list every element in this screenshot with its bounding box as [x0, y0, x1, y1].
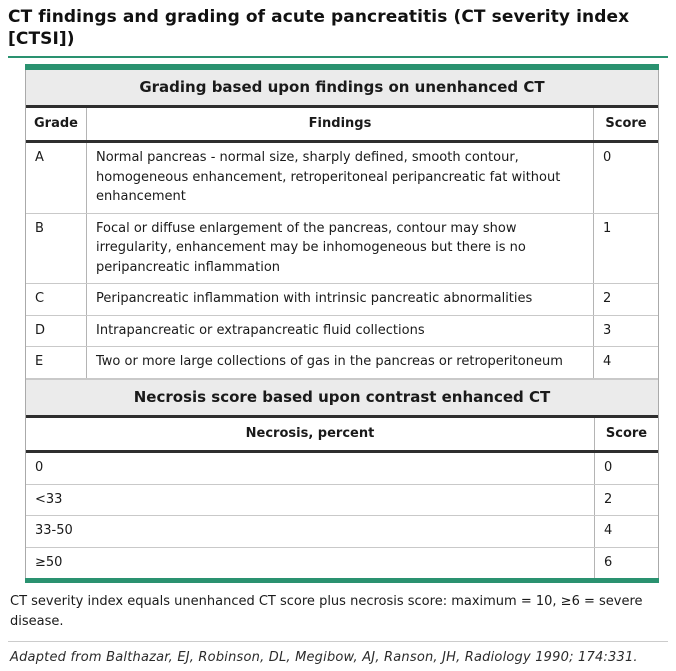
- necrosis-percent-cell: <33: [35, 491, 63, 507]
- grading-column-header-row: Grade Findings Score: [26, 107, 658, 144]
- grading-section-header: Grading based upon findings on unenhance…: [26, 69, 658, 108]
- findings-cell: Normal pancreas - normal size, sharply d…: [86, 143, 594, 213]
- attribution-text: Adapted from Balthazar, EJ, Robinson, DL…: [10, 650, 638, 666]
- grade-cell: B: [35, 220, 44, 236]
- necrosis-percent-column-header: Necrosis, percent: [245, 425, 375, 441]
- table-row: <33 2: [26, 484, 658, 517]
- table-row: 33-50 4: [26, 516, 658, 548]
- table-row: D Intrapancreatic or extrapancreatic flu…: [26, 315, 658, 348]
- score-column-header: Score: [605, 115, 647, 131]
- necrosis-column-header-row: Necrosis, percent Score: [26, 417, 658, 454]
- necrosis-section-header: Necrosis score based upon contrast enhan…: [26, 378, 658, 418]
- grade-cell: E: [35, 354, 44, 370]
- table-top-accent-bar: [25, 63, 659, 70]
- score-cell: 6: [594, 547, 658, 579]
- score-cell: 4: [594, 516, 658, 547]
- grade-cell: C: [35, 291, 45, 307]
- findings-cell: Intrapancreatic or extrapancreatic fluid…: [86, 315, 594, 347]
- footnote-text: CT severity index equals unenhanced CT s…: [10, 594, 643, 629]
- ctsi-table: Grading based upon findings on unenhance…: [25, 63, 659, 584]
- findings-cell: Two or more large collections of gas in …: [86, 347, 594, 378]
- grade-cell: D: [35, 322, 46, 338]
- grade-column-header: Grade: [34, 115, 78, 131]
- title-divider: [8, 55, 668, 58]
- table-bottom-accent-bar: [25, 578, 659, 584]
- score-cell: 0: [594, 453, 658, 484]
- necrosis-percent-cell: 33-50: [35, 523, 73, 539]
- necrosis-percent-cell: 0: [35, 460, 44, 476]
- score-cell: 1: [603, 220, 612, 236]
- table-row: ≥50 6: [26, 547, 658, 579]
- table-row: B Focal or diffuse enlargement of the pa…: [26, 213, 658, 285]
- table-row: A Normal pancreas - normal size, sharply…: [26, 143, 658, 214]
- findings-cell: Focal or diffuse enlargement of the panc…: [86, 213, 594, 284]
- necrosis-percent-cell: ≥50: [35, 554, 63, 570]
- table-row: 0 0: [26, 453, 658, 485]
- score-cell: 2: [603, 291, 612, 307]
- table-row: E Two or more large collections of gas i…: [26, 347, 658, 379]
- table-row: C Peripancreatic inflammation with intri…: [26, 284, 658, 316]
- findings-cell: Peripancreatic inflammation with intrins…: [86, 284, 594, 315]
- page-title: CT findings and grading of acute pancrea…: [8, 7, 630, 50]
- score-cell: 3: [603, 322, 612, 338]
- score-cell: 0: [603, 150, 612, 166]
- findings-column-header: Findings: [86, 107, 594, 141]
- necrosis-rows: 0 0 <33 2 33-50 4 ≥50 6: [26, 453, 658, 579]
- score-cell: 2: [594, 484, 658, 516]
- score-column-header: Score: [594, 417, 658, 451]
- grade-cell: A: [35, 150, 44, 166]
- score-cell: 4: [603, 354, 612, 370]
